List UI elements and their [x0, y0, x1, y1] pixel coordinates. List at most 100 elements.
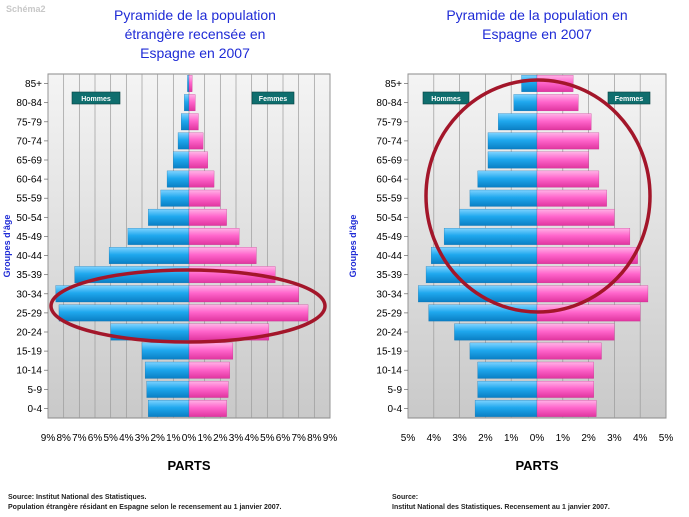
bar-hommes-0-4: [148, 400, 190, 417]
x-tick-label: 3%: [229, 433, 244, 444]
bar-hommes-60-64: [477, 170, 538, 188]
bar-hommes-80-84: [184, 94, 190, 112]
bar-hommes-30-34: [55, 285, 190, 303]
x-axis-label: PARTS: [167, 458, 210, 473]
right-source-note: Source: Institut National des Statistiqu…: [392, 493, 682, 513]
bar-femmes-45-49: [536, 228, 631, 245]
bar-hommes-50-54: [459, 208, 538, 226]
bar-femmes-70-74: [188, 132, 204, 150]
bar-hommes-50-54: [148, 208, 190, 226]
y-tick-label: 20-24: [16, 328, 42, 339]
y-tick-label: 65-69: [16, 156, 42, 167]
x-tick-label: 5%: [401, 433, 416, 444]
bar-femmes-70-74: [536, 132, 600, 150]
bar-femmes-5-9: [188, 380, 229, 398]
x-axis-label: PARTS: [515, 458, 558, 473]
bar-femmes-55-59: [536, 189, 607, 207]
bar-hommes-60-64: [166, 170, 190, 188]
y-tick-label: 65-69: [376, 156, 402, 167]
bar-hommes-15-19: [141, 342, 190, 360]
bar-hommes-75-79: [498, 113, 538, 131]
y-tick-label: 25-29: [16, 308, 42, 319]
y-tick-label: 35-39: [376, 270, 402, 281]
bar-hommes-0-4: [474, 400, 538, 417]
bar-hommes-70-74: [487, 132, 538, 150]
y-tick-label: 75-79: [376, 117, 402, 128]
bar-femmes-0-4: [536, 400, 597, 417]
x-tick-label: 3%: [607, 433, 622, 444]
x-tick-label: 5%: [103, 433, 118, 444]
y-tick-label: 5-9: [28, 385, 43, 396]
bar-femmes-30-34: [188, 285, 299, 303]
highlight-ellipse: [49, 268, 327, 344]
x-tick-label: 8%: [56, 433, 71, 444]
legend-femmes-label: Femmes: [259, 96, 288, 103]
y-tick-label: 50-54: [376, 213, 402, 224]
x-tick-label: 8%: [307, 433, 322, 444]
y-tick-label: 10-14: [376, 366, 402, 377]
x-tick-label: 4%: [244, 433, 259, 444]
bar-femmes-60-64: [536, 170, 600, 188]
right-title-line-2: Espagne en 2007: [482, 26, 592, 42]
x-tick-label: 6%: [276, 433, 291, 444]
y-axis-label: Groupes d'âge: [348, 215, 358, 278]
x-tick-label: 1%: [504, 433, 519, 444]
bar-hommes-85+: [521, 75, 538, 92]
x-tick-label: 5%: [260, 433, 275, 444]
x-tick-label: 7%: [72, 433, 87, 444]
y-tick-label: 20-24: [376, 328, 402, 339]
bar-hommes-5-9: [477, 380, 538, 398]
bar-femmes-55-59: [188, 189, 221, 207]
y-tick-label: 50-54: [16, 213, 42, 224]
bar-femmes-10-14: [536, 361, 594, 379]
y-tick-label: 0-4: [28, 404, 43, 415]
bar-hommes-55-59: [469, 189, 538, 207]
bar-hommes-65-69: [487, 151, 538, 169]
x-tick-label: 3%: [135, 433, 150, 444]
y-tick-label: 40-44: [16, 251, 42, 262]
x-tick-label: 3%: [452, 433, 467, 444]
bar-hommes-20-24: [454, 323, 538, 341]
y-tick-label: 5-9: [388, 385, 403, 396]
y-tick-label: 55-59: [16, 194, 42, 205]
y-tick-label: 15-19: [376, 347, 402, 358]
left-source-line-2: Population étrangère résidant en Espagne…: [8, 504, 282, 511]
bar-hommes-40-44: [108, 247, 190, 264]
x-tick-label: 4%: [119, 433, 134, 444]
x-tick-label: 1%: [556, 433, 571, 444]
bar-femmes-10-14: [188, 361, 230, 379]
y-axis-label: Groupes d'âge: [2, 215, 12, 278]
bar-femmes-15-19: [536, 342, 602, 360]
x-tick-label: 7%: [291, 433, 306, 444]
y-tick-label: 10-14: [16, 366, 42, 377]
schema-label: Schéma2: [6, 4, 46, 14]
bar-hommes-45-49: [443, 228, 538, 245]
bar-femmes-75-79: [536, 113, 592, 131]
bar-femmes-20-24: [536, 323, 615, 341]
y-tick-label: 45-49: [376, 232, 402, 243]
x-tick-label: 4%: [427, 433, 442, 444]
bar-hommes-10-14: [477, 361, 538, 379]
bar-femmes-50-54: [536, 208, 615, 226]
x-tick-label: 2%: [213, 433, 228, 444]
right-chart-title: Pyramide de la population en Espagne en …: [392, 6, 682, 44]
bar-hommes-5-9: [146, 380, 190, 398]
y-tick-label: 85+: [385, 79, 402, 90]
pyramid-chart-2: 5% 4% 3% 2% 1% 0% 1% 2% 3% 4% 5% 0-4 5-9 10-14 15-19 20…: [348, 73, 674, 473]
y-tick-label: 60-64: [376, 175, 402, 186]
y-tick-label: 55-59: [376, 194, 402, 205]
x-tick-label: 5%: [659, 433, 674, 444]
y-tick-label: 80-84: [376, 98, 402, 109]
x-tick-label: 4%: [633, 433, 648, 444]
bar-hommes-25-29: [58, 304, 190, 322]
bar-hommes-65-69: [173, 151, 190, 169]
bar-femmes-5-9: [536, 380, 594, 398]
bar-femmes-0-4: [188, 400, 227, 417]
x-tick-label: 2%: [150, 433, 165, 444]
bar-hommes-70-74: [177, 132, 190, 150]
y-tick-label: 60-64: [16, 175, 42, 186]
legend-hommes-box: [422, 91, 470, 105]
y-tick-label: 15-19: [16, 347, 42, 358]
bar-hommes-35-39: [425, 266, 538, 284]
y-tick-label: 30-34: [376, 289, 402, 300]
